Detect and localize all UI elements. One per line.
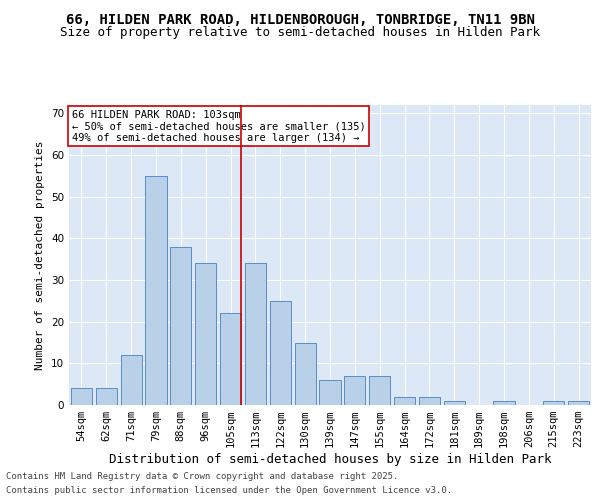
Bar xyxy=(319,380,341,405)
Bar xyxy=(270,301,291,405)
Bar xyxy=(444,401,465,405)
Text: 66, HILDEN PARK ROAD, HILDENBOROUGH, TONBRIDGE, TN11 9BN: 66, HILDEN PARK ROAD, HILDENBOROUGH, TON… xyxy=(65,12,535,26)
Bar xyxy=(493,401,515,405)
Bar xyxy=(220,314,241,405)
Y-axis label: Number of semi-detached properties: Number of semi-detached properties xyxy=(35,140,46,370)
Bar xyxy=(369,376,390,405)
Bar xyxy=(121,355,142,405)
Bar xyxy=(295,342,316,405)
Bar xyxy=(344,376,365,405)
Bar xyxy=(170,246,191,405)
Text: Contains public sector information licensed under the Open Government Licence v3: Contains public sector information licen… xyxy=(6,486,452,495)
X-axis label: Distribution of semi-detached houses by size in Hilden Park: Distribution of semi-detached houses by … xyxy=(109,453,551,466)
Bar xyxy=(394,396,415,405)
Bar xyxy=(96,388,117,405)
Text: Size of property relative to semi-detached houses in Hilden Park: Size of property relative to semi-detach… xyxy=(60,26,540,39)
Bar xyxy=(245,264,266,405)
Text: 66 HILDEN PARK ROAD: 103sqm
← 50% of semi-detached houses are smaller (135)
49% : 66 HILDEN PARK ROAD: 103sqm ← 50% of sem… xyxy=(71,110,365,142)
Bar xyxy=(195,264,216,405)
Bar xyxy=(71,388,92,405)
Bar xyxy=(145,176,167,405)
Bar xyxy=(419,396,440,405)
Text: Contains HM Land Registry data © Crown copyright and database right 2025.: Contains HM Land Registry data © Crown c… xyxy=(6,472,398,481)
Bar xyxy=(568,401,589,405)
Bar xyxy=(543,401,564,405)
